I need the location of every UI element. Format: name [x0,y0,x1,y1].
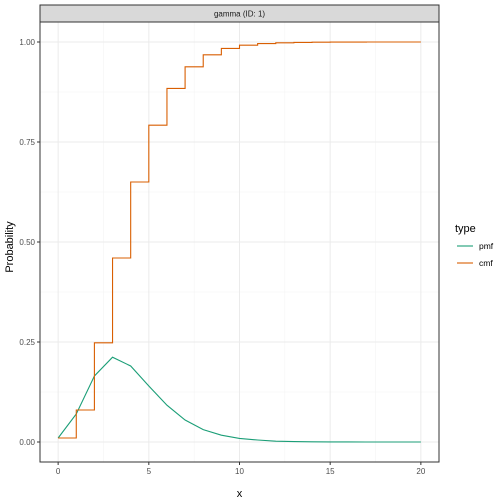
legend-title: type [455,223,476,235]
x-axis-title: x [237,488,243,500]
grid [40,22,439,462]
x-tick-label: 0 [56,467,61,476]
y-tick-label: 0.00 [19,438,35,447]
facet-strip [39,4,440,23]
series-cmf-line [58,41,421,439]
series-pmf-line [57,356,421,443]
y-tick-label: 0.25 [19,338,35,347]
x-tick-label: 10 [235,467,244,476]
facet-label: gamma (ID: 1) [214,10,265,19]
axes: 0 5 10 15 20 0.00 0.25 0.50 0.75 1.00 [19,38,425,476]
y-tick-label: 0.75 [19,138,35,147]
legend-label-cmf: cmf [479,258,493,268]
y-tick-label: 0.50 [19,238,35,247]
series-layer [57,41,421,443]
x-tick-label: 20 [416,467,425,476]
legend: type pmf cmf [455,223,494,268]
y-tick-label: 1.00 [19,38,35,47]
x-tick-label: 15 [326,467,335,476]
legend-entries: pmf cmf [457,241,494,268]
x-tick-label: 5 [147,467,152,476]
legend-label-pmf: pmf [479,241,494,251]
y-axis-title: Probability [4,221,16,273]
